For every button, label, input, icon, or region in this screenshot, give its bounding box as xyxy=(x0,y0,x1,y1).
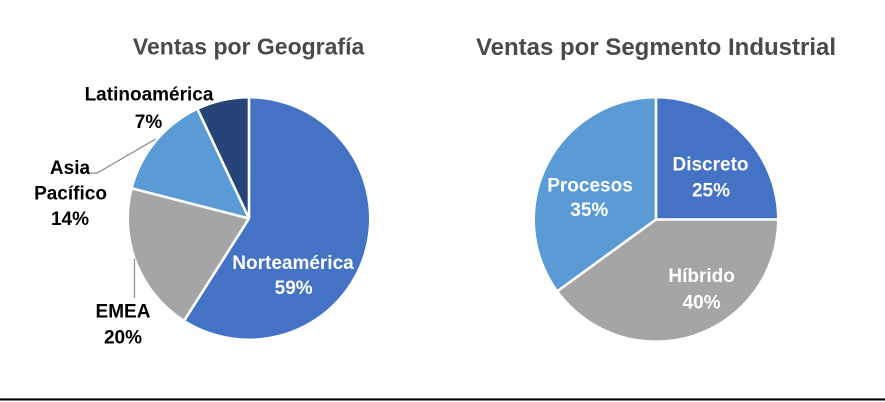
svg-text:25%: 25% xyxy=(692,181,730,202)
svg-text:Procesos: Procesos xyxy=(547,175,633,196)
svg-text:20%: 20% xyxy=(104,328,142,349)
svg-text:40%: 40% xyxy=(683,293,721,314)
svg-text:Discreto: Discreto xyxy=(672,154,748,175)
svg-text:Asia: Asia xyxy=(50,158,91,179)
svg-text:Norteamérica: Norteamérica xyxy=(232,253,354,274)
svg-text:Híbrido: Híbrido xyxy=(668,266,735,287)
svg-text:14%: 14% xyxy=(51,209,89,230)
svg-text:59%: 59% xyxy=(275,278,313,299)
svg-text:7%: 7% xyxy=(135,112,163,133)
svg-text:EMEA: EMEA xyxy=(96,302,151,323)
svg-text:Latinoamérica: Latinoamérica xyxy=(85,85,214,106)
svg-text:Ventas por Segmento Industrial: Ventas por Segmento Industrial xyxy=(476,34,836,61)
svg-text:35%: 35% xyxy=(570,200,608,221)
svg-text:Pacífico: Pacífico xyxy=(34,184,107,205)
svg-text:Ventas por Geografía: Ventas por Geografía xyxy=(133,34,365,60)
